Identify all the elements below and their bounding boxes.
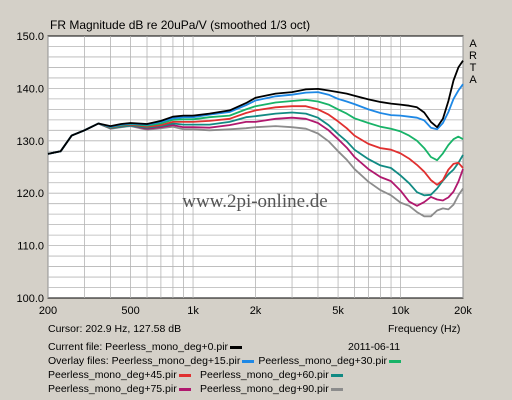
- x-tick-label: 10k: [392, 305, 410, 317]
- overlay-file-75: Peerless_mono_deg+75.pir: [48, 383, 177, 395]
- series-line-peerless-mono-deg-60-pir: [47, 111, 464, 197]
- overlay-prefix: Overlay files:: [48, 355, 112, 367]
- overlay-swatch-75: [178, 387, 191, 391]
- overlay-row-3b: Peerless_mono_deg+90.pir: [200, 383, 347, 395]
- overlay-file-60: Peerless_mono_deg+60.pir: [200, 369, 329, 381]
- overlay-row-2: Peerless_mono_deg+45.pir: [48, 369, 195, 381]
- brand-letter: A: [469, 38, 477, 50]
- measurement-date: 2011-06-11: [348, 341, 401, 353]
- x-tick-label: 200: [39, 305, 57, 317]
- x-tick-label: 1k: [187, 305, 199, 317]
- current-file-row: Current file: Peerless_mono_deg+0.pir: [48, 341, 246, 353]
- y-tick-label: 110.0: [17, 241, 44, 253]
- y-tick-label: 130.0: [16, 136, 44, 148]
- x-tick-label: 5k: [332, 305, 344, 317]
- overlay-row-3: Peerless_mono_deg+75.pir: [48, 383, 195, 395]
- x-tick-label: 2k: [250, 305, 262, 317]
- overlay-row-2b: Peerless_mono_deg+60.pir: [200, 369, 347, 381]
- y-tick-label: 120.0: [16, 188, 44, 200]
- brand-letter: R: [469, 50, 477, 62]
- x-axis-label: Frequency (Hz): [388, 323, 461, 335]
- current-file-swatch: [230, 345, 243, 349]
- overlay-file-45: Peerless_mono_deg+45.pir: [48, 369, 177, 381]
- overlay-swatch-60: [330, 373, 343, 377]
- series-line-peerless-mono-deg-0-pir: [47, 60, 464, 155]
- x-tick-label: 20k: [454, 305, 472, 317]
- overlay-file-15: Peerless_mono_deg+15.pir: [111, 355, 241, 367]
- y-tick-label: 140.0: [16, 83, 44, 95]
- cursor-readout: Cursor: 202.9 Hz, 127.58 dB: [48, 323, 182, 335]
- overlay-swatch-30: [389, 359, 402, 363]
- overlay-row-1: Overlay files: Peerless_mono_deg+15.pir P…: [48, 355, 405, 367]
- y-tick-label: 100.0: [16, 293, 44, 305]
- overlay-swatch-15: [242, 359, 255, 363]
- x-tick-label: 500: [121, 305, 139, 317]
- chart-title: FR Magnitude dB re 20uPa/V (smoothed 1/3…: [50, 18, 310, 32]
- y-tick-label: 150.0: [16, 31, 44, 43]
- grid-lines: [47, 36, 464, 298]
- tick-labels: 100.0 110.0 120.0 130.0 140.0 150.0 200 500 1k 2k…: [16, 31, 472, 317]
- series-lines: [47, 60, 464, 218]
- brand-letter: T: [470, 62, 477, 74]
- overlay-file-30: Peerless_mono_deg+30.pir: [258, 355, 388, 367]
- overlay-swatch-90: [330, 387, 343, 391]
- watermark: www.2pi-online.de: [182, 191, 327, 212]
- frequency-response-chart: 100.0 110.0 120.0 130.0 140.0 150.0 200 500 1k 2k…: [16, 18, 477, 317]
- overlay-file-90: Peerless_mono_deg+90.pir: [200, 383, 329, 395]
- current-file-label: Current file: Peerless_mono_deg+0.pir: [48, 341, 229, 353]
- brand-letter: A: [469, 74, 477, 86]
- overlay-swatch-45: [178, 373, 191, 377]
